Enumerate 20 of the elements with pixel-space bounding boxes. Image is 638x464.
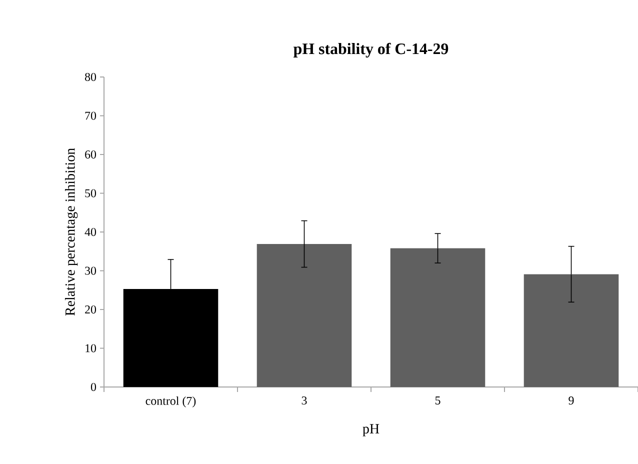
x-tick-label: control (7)	[146, 396, 196, 408]
x-axis-title: pH	[362, 424, 380, 436]
y-tick-label: 40	[84, 228, 96, 236]
x-tick-label: 9	[568, 396, 574, 405]
y-tick-label: 30	[85, 266, 96, 275]
bar	[256, 244, 352, 387]
y-tick-label: 80	[84, 72, 96, 82]
y-tick-label: 20	[85, 305, 96, 314]
x-tick-label: 5	[435, 396, 440, 404]
bar	[524, 274, 619, 387]
bar	[390, 248, 486, 387]
x-tick-label: 3	[302, 396, 307, 405]
y-tick-label: 0	[90, 382, 96, 392]
y-axis-title: Relative percentage inhibition	[64, 148, 78, 316]
y-tick-label: 60	[85, 150, 96, 159]
bar	[123, 288, 218, 387]
y-tick-label: 50	[85, 189, 96, 198]
y-tick-label: 70	[85, 112, 96, 120]
chart-title: pH stability of C-14-29	[294, 42, 448, 58]
y-tick-label: 10	[86, 344, 96, 352]
